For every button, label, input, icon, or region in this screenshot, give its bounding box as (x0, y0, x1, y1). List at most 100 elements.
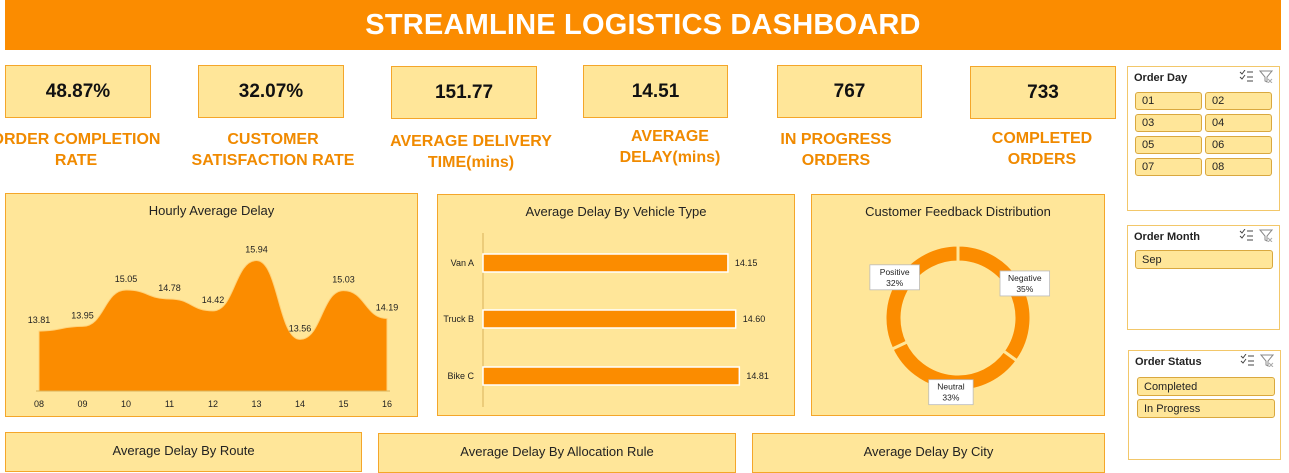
slicer-title: Order Day (1134, 72, 1188, 84)
kpi-average-delay-label: AVERAGE DELAY(mins) (575, 126, 765, 168)
data-label-box (928, 379, 974, 406)
kpi-label-line: IN PROGRESS (780, 131, 892, 148)
order-day-item[interactable]: 07 (1135, 158, 1202, 176)
kpi-order-completion-rate-value: 48.87% (5, 65, 151, 118)
kpi-average-delivery-time-label: AVERAGE DELIVERY TIME(mins) (376, 131, 566, 173)
average-delay-by-allocation-rule-panel[interactable]: Average Delay By Allocation Rule (378, 433, 736, 473)
kpi-label-line: ORDER COMPLETION (0, 131, 161, 148)
multi-select-icon[interactable] (1240, 354, 1254, 366)
x-tick-label: 08 (34, 399, 44, 409)
bar (482, 366, 741, 386)
average-delay-by-vehicle-type-chart: 14.15 Van A 14.60 Truck B 14.81 Bike C (443, 233, 769, 407)
x-tick-label: 15 (338, 399, 348, 409)
bar (482, 253, 729, 273)
data-label-pct: 35% (1016, 284, 1033, 294)
data-label: 13.56 (289, 323, 312, 333)
data-label: 14.15 (735, 258, 758, 268)
clear-filter-icon[interactable] (1259, 229, 1273, 242)
x-tick-label: 09 (77, 399, 87, 409)
kpi-completed-orders-label: COMPLETED ORDERS (947, 128, 1137, 170)
data-label: 15.05 (115, 274, 138, 284)
multi-select-icon[interactable] (1239, 70, 1253, 82)
dashboard-title: STREAMLINE LOGISTICS DASHBOARD (5, 0, 1281, 50)
y-tick-label: Van A (451, 258, 474, 268)
average-delay-by-city-panel[interactable]: Average Delay By City (752, 433, 1105, 473)
kpi-in-progress-orders-label: IN PROGRESS ORDERS (741, 129, 931, 171)
kpi-customer-satisfaction-rate-value: 32.07% (198, 65, 344, 118)
order-day-item[interactable]: 06 (1205, 136, 1272, 154)
data-label: 15.94 (245, 245, 268, 255)
data-label: 14.42 (202, 295, 225, 305)
order-month-item[interactable]: Sep (1135, 250, 1273, 269)
data-label: 14.81 (746, 371, 769, 381)
order-day-item[interactable]: 01 (1135, 92, 1202, 110)
x-tick-label: 12 (208, 399, 218, 409)
data-label-box (869, 264, 920, 291)
kpi-label-line: RATE (54, 152, 98, 169)
kpi-label-line: COMPLETED (991, 130, 1093, 147)
donut-slice (956, 243, 1033, 364)
order-day-slicer[interactable]: Order Day 01 02 03 04 05 06 07 08 (1127, 66, 1280, 211)
kpi-label-line: TIME(mins) (427, 154, 515, 171)
data-label: 14.19 (376, 302, 399, 312)
order-day-item[interactable]: 02 (1205, 92, 1272, 110)
chart-title: Average Delay By Route (112, 443, 255, 458)
kpi-average-delivery-time-value: 151.77 (391, 66, 537, 119)
x-tick-label: 13 (251, 399, 261, 409)
order-month-slicer[interactable]: Order Month Sep (1127, 225, 1280, 330)
order-status-item[interactable]: Completed (1137, 377, 1275, 396)
data-label-name: Negative (1008, 273, 1042, 283)
data-label: 14.60 (743, 314, 766, 324)
kpi-label-line: AVERAGE (631, 128, 709, 145)
x-tick-label: 14 (295, 399, 305, 409)
order-day-item[interactable]: 04 (1205, 114, 1272, 132)
customer-feedback-distribution-panel[interactable]: Customer Feedback Distribution Negative 3… (811, 194, 1105, 416)
kpi-customer-satisfaction-rate-label: CUSTOMER SATISFACTION RATE (178, 129, 368, 171)
area-series (38, 260, 388, 392)
slicer-title: Order Month (1134, 231, 1200, 243)
data-label-pct: 33% (942, 393, 959, 403)
multi-select-icon[interactable] (1239, 229, 1253, 241)
chart-title: Hourly Average Delay (148, 203, 275, 218)
data-label-box (999, 270, 1051, 297)
data-label: 14.78 (158, 283, 181, 293)
kpi-label-line: CUSTOMER (227, 131, 319, 148)
data-label-name: Positive (880, 267, 910, 277)
kpi-label-line: ORDERS (1007, 151, 1077, 168)
clear-filter-icon[interactable] (1259, 70, 1273, 83)
data-label: 15.03 (332, 275, 355, 285)
average-delay-by-vehicle-type-panel[interactable]: Average Delay By Vehicle Type 14.15 Van A… (437, 194, 795, 416)
x-tick-label: 11 (165, 399, 174, 409)
kpi-order-completion-rate-label: ORDER COMPLETION RATE (0, 129, 171, 171)
average-delay-by-route-panel[interactable]: Average Delay By Route (5, 432, 362, 472)
slicer-title: Order Status (1135, 356, 1202, 368)
hourly-average-delay-panel[interactable]: Hourly Average Delay 13.81 08 13.95 09 15.05… (5, 193, 418, 417)
order-day-item[interactable]: 03 (1135, 114, 1202, 132)
x-tick-label: 16 (382, 399, 392, 409)
x-tick-label: 10 (121, 399, 131, 409)
clear-filter-icon[interactable] (1260, 354, 1274, 367)
y-tick-label: Bike C (447, 371, 474, 381)
order-day-item[interactable]: 05 (1135, 136, 1202, 154)
data-label: 13.95 (71, 310, 94, 320)
chart-title: Average Delay By Vehicle Type (525, 204, 707, 219)
hourly-average-delay-chart: 13.81 08 13.95 09 15.05 10 14.78 11 14.42 12 15.94… (28, 245, 399, 409)
kpi-in-progress-orders-value: 767 (777, 65, 922, 118)
data-label: 13.81 (28, 315, 51, 325)
order-day-item[interactable]: 08 (1205, 158, 1272, 176)
kpi-average-delay-value: 14.51 (583, 65, 728, 118)
order-status-item[interactable]: In Progress (1137, 399, 1275, 418)
kpi-label-line: DELAY(mins) (619, 149, 721, 166)
order-status-slicer[interactable]: Order Status Completed In Progress (1128, 350, 1281, 460)
kpi-label-line: ORDERS (801, 152, 871, 169)
chart-title: Average Delay By City (863, 444, 994, 459)
data-label-name: Neutral (937, 382, 965, 392)
kpi-label-line: SATISFACTION RATE (191, 152, 355, 169)
bar (482, 309, 737, 329)
kpi-completed-orders-value: 733 (970, 66, 1116, 119)
y-tick-label: Truck B (443, 314, 474, 324)
chart-title: Customer Feedback Distribution (865, 204, 1051, 219)
donut-slice (883, 243, 960, 352)
